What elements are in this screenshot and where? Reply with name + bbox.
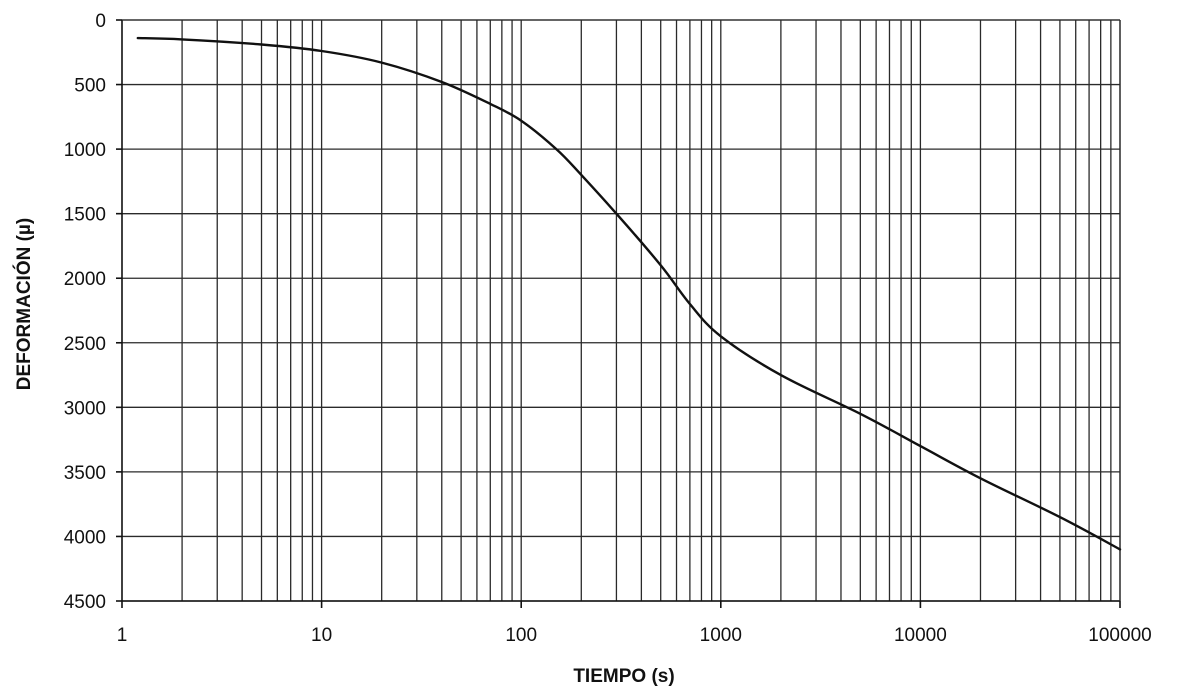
- x-tick-label: 100000: [1088, 625, 1151, 646]
- y-tick-label: 3500: [64, 463, 106, 484]
- y-tick-label: 4000: [64, 527, 106, 548]
- y-tick-label: 3000: [64, 398, 106, 419]
- y-tick-label: 1500: [64, 205, 106, 226]
- y-tick-labels: 0 500 1000 1500 2000 2500 3000 3500 4000 4500: [64, 11, 106, 613]
- y-tick-label: 500: [74, 76, 106, 97]
- axes: [116, 19, 1121, 608]
- series-group: [136, 36, 1122, 551]
- x-tick-labels: 1 10 100 1000 10000 100000: [117, 625, 1152, 646]
- x-tick-label: 10000: [894, 625, 947, 646]
- y-tick-label: 2000: [64, 269, 106, 290]
- x-tick-label: 100: [505, 625, 537, 646]
- x-tick-label: 10: [311, 625, 332, 646]
- x-axis-title: TIEMPO (s): [573, 666, 674, 687]
- series-line: [136, 36, 1122, 551]
- y-tick-label: 2500: [64, 334, 106, 355]
- y-tick-label: 1000: [64, 140, 106, 161]
- y-axis-title: DEFORMACIÓN (µ): [13, 218, 35, 390]
- y-tick-label: 0: [95, 11, 106, 32]
- y-tick-label: 4500: [64, 592, 106, 613]
- grid: [122, 19, 1121, 602]
- x-tick-label: 1: [117, 625, 128, 646]
- x-tick-label: 1000: [700, 625, 742, 646]
